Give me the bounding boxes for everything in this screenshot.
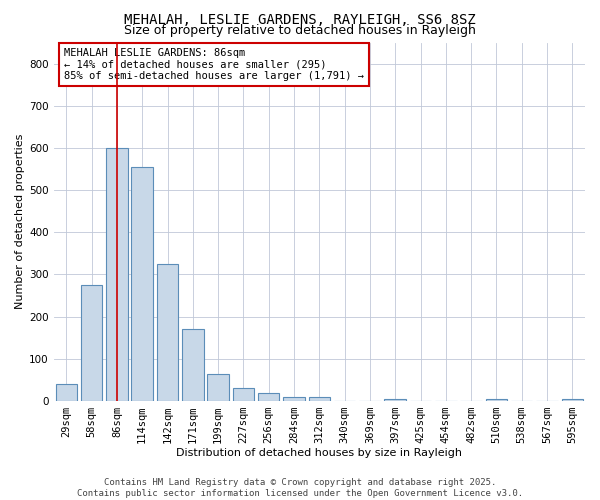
Bar [308, 397, 330, 401]
Bar [485, 399, 507, 401]
Y-axis label: Number of detached properties: Number of detached properties [15, 134, 25, 310]
Bar [385, 399, 406, 401]
Bar [106, 148, 128, 401]
Bar [157, 264, 178, 401]
Bar [562, 399, 583, 401]
Bar [131, 167, 153, 401]
Text: Size of property relative to detached houses in Rayleigh: Size of property relative to detached ho… [124, 24, 476, 37]
Text: MEHALAH LESLIE GARDENS: 86sqm
← 14% of detached houses are smaller (295)
85% of : MEHALAH LESLIE GARDENS: 86sqm ← 14% of d… [64, 48, 364, 81]
Bar [56, 384, 77, 401]
Text: Contains HM Land Registry data © Crown copyright and database right 2025.
Contai: Contains HM Land Registry data © Crown c… [77, 478, 523, 498]
Text: MEHALAH, LESLIE GARDENS, RAYLEIGH, SS6 8SZ: MEHALAH, LESLIE GARDENS, RAYLEIGH, SS6 8… [124, 12, 476, 26]
Bar [258, 392, 280, 401]
Bar [233, 388, 254, 401]
X-axis label: Distribution of detached houses by size in Rayleigh: Distribution of detached houses by size … [176, 448, 463, 458]
Bar [283, 397, 305, 401]
Bar [182, 330, 203, 401]
Bar [81, 285, 103, 401]
Bar [208, 374, 229, 401]
